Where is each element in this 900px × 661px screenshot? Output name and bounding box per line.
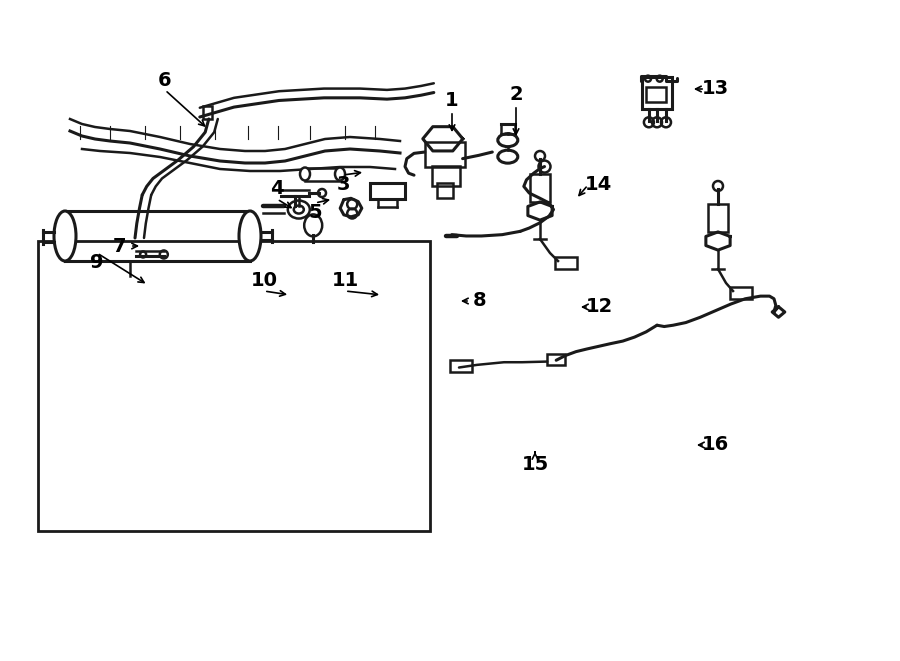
Bar — [437, 183, 454, 198]
Bar — [432, 167, 460, 186]
Text: 2: 2 — [509, 85, 523, 104]
Bar — [708, 204, 728, 232]
Bar — [547, 354, 565, 365]
Bar — [730, 287, 752, 299]
Text: 1: 1 — [446, 91, 459, 110]
Text: 9: 9 — [90, 254, 104, 272]
Bar — [642, 77, 671, 109]
Bar — [38, 241, 430, 531]
Bar — [530, 174, 550, 202]
Text: 8: 8 — [473, 292, 487, 311]
Ellipse shape — [300, 167, 310, 180]
Text: 13: 13 — [701, 79, 729, 98]
Bar — [305, 168, 340, 181]
Text: 14: 14 — [584, 176, 612, 194]
Bar — [646, 87, 666, 102]
Text: 12: 12 — [585, 297, 613, 317]
Bar — [370, 183, 405, 199]
Ellipse shape — [54, 211, 76, 261]
Bar — [425, 141, 464, 167]
Text: 15: 15 — [521, 455, 549, 475]
Text: 4: 4 — [270, 180, 284, 198]
Text: 7: 7 — [113, 237, 127, 256]
Bar — [555, 257, 577, 269]
Text: 6: 6 — [158, 71, 172, 89]
Text: 16: 16 — [701, 436, 729, 455]
Bar — [450, 360, 472, 372]
Ellipse shape — [335, 167, 345, 180]
Bar — [65, 211, 250, 261]
Bar — [203, 106, 212, 119]
Text: 11: 11 — [331, 272, 358, 290]
Ellipse shape — [239, 211, 261, 261]
Text: 3: 3 — [337, 176, 350, 194]
Text: 10: 10 — [250, 272, 277, 290]
Text: 5: 5 — [308, 204, 322, 223]
